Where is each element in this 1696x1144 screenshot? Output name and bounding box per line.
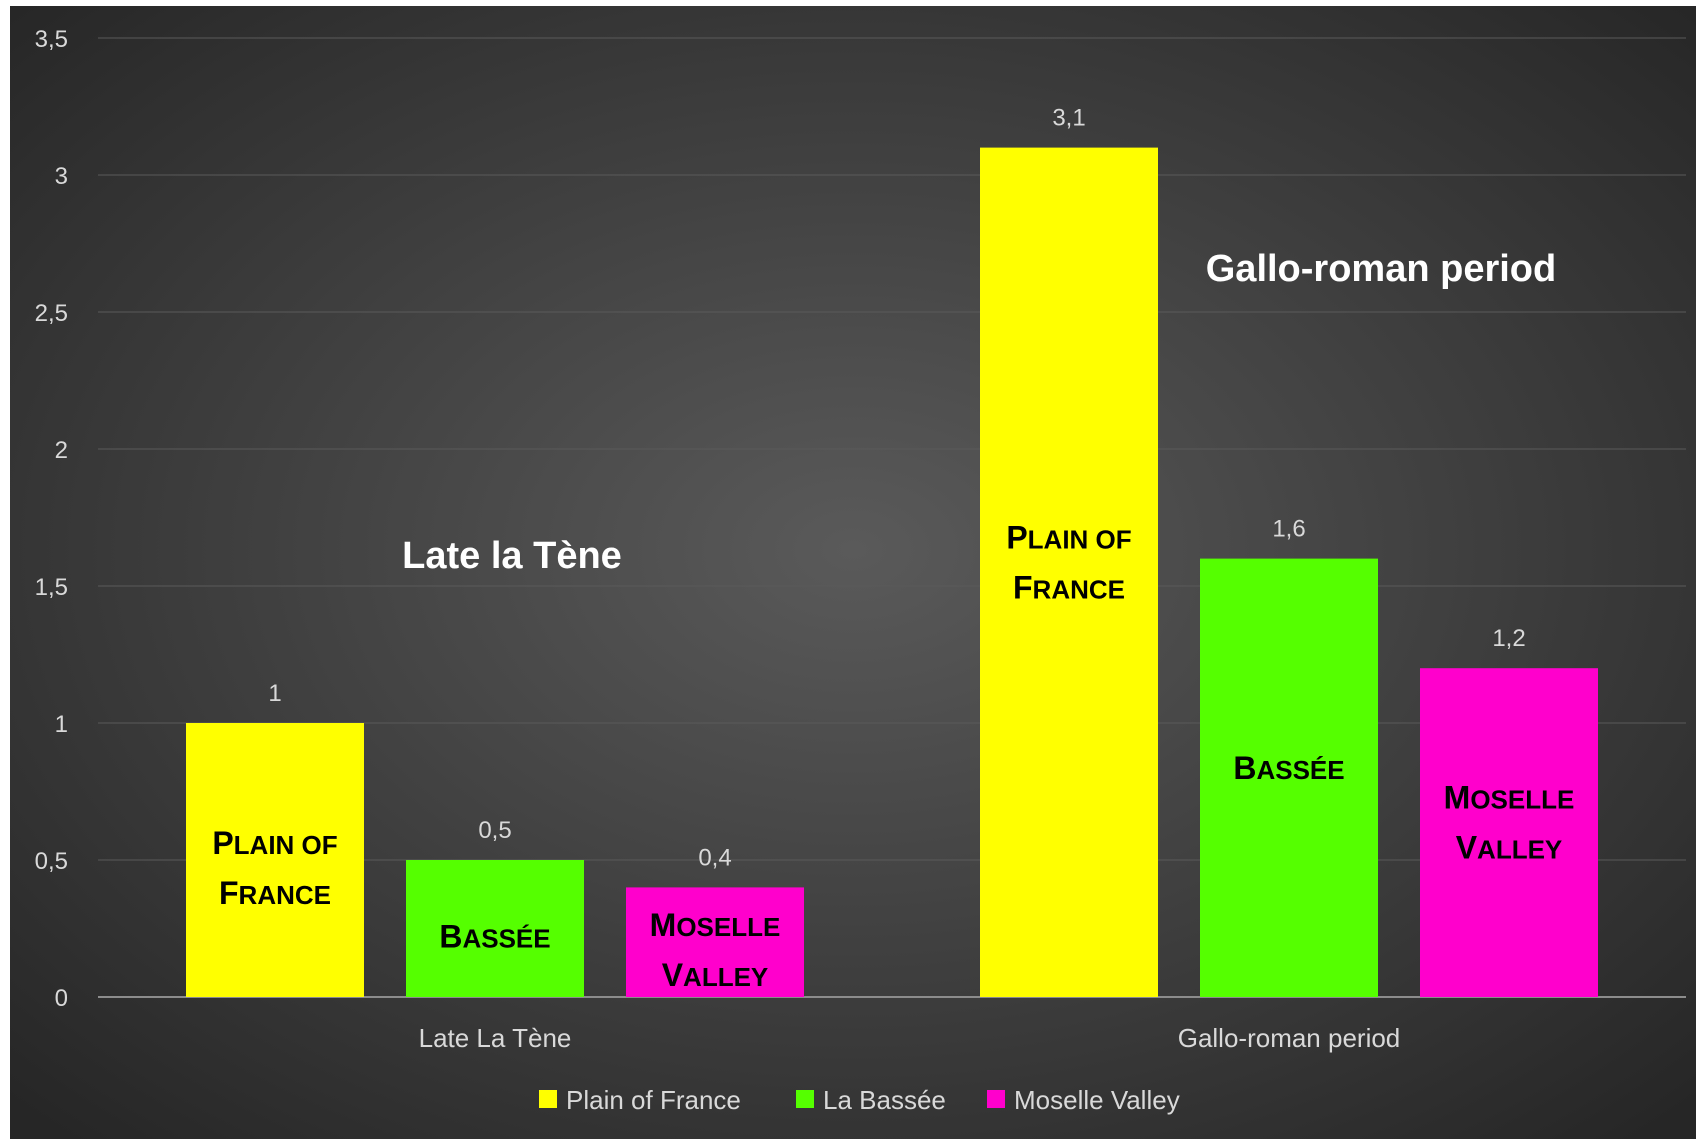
data-label: 0,5	[478, 817, 511, 844]
bar-la-bassee-gallo-roman-period	[1200, 558, 1378, 997]
bar-inline-label: FRANCE	[219, 875, 331, 911]
bar-inline-label-initial: M	[1444, 780, 1471, 816]
y-tick-label: 0	[55, 985, 68, 1012]
bar-inline-label-initial: P	[212, 825, 233, 861]
bar-inline-label-initial: V	[1456, 830, 1478, 866]
bar-inline-label-initial: F	[1013, 569, 1033, 605]
bar-inline-label-rest: LAIN OF	[234, 830, 338, 860]
bar-inline-label-rest: RANCE	[239, 880, 331, 910]
bar-inline-label-rest: OSELLE	[676, 912, 780, 942]
bar-inline-label: PLAIN OF	[212, 825, 337, 861]
legend-label: La Bassée	[823, 1085, 946, 1115]
bar-moselle-valley-gallo-roman-period	[1420, 668, 1598, 997]
bar-inline-label-initial: F	[219, 875, 239, 911]
y-tick-label: 1	[55, 711, 68, 738]
bar-moselle-valley-late-la-tene	[626, 887, 804, 997]
y-tick-label: 2	[55, 437, 68, 464]
bar-inline-label-rest: ALLEY	[683, 962, 768, 992]
group-titles: Late la Tène Gallo-roman period	[402, 248, 1556, 577]
bar-inline-label-initial: M	[650, 907, 677, 943]
legend-label: Moselle Valley	[1014, 1085, 1180, 1115]
data-label: 0,4	[698, 844, 731, 871]
bar-inline-label-rest: LAIN OF	[1028, 524, 1132, 554]
bar-inline-label: VALLEY	[662, 957, 769, 993]
group-title: Gallo-roman period	[1206, 248, 1556, 290]
bar-inline-label-rest: ASSÉE	[462, 924, 550, 954]
bar-inline-label-initial: B	[439, 919, 462, 955]
data-label: 1	[268, 680, 281, 707]
x-category-label: Late La Tène	[419, 1023, 572, 1053]
x-axis: Late La Tène Gallo-roman period	[419, 1023, 1401, 1053]
bar-inline-label: BASSÉE	[439, 919, 550, 955]
legend-swatch-la-bassee	[796, 1090, 814, 1108]
legend-swatch-plain-of-france	[539, 1090, 557, 1108]
data-label: 1,6	[1272, 516, 1305, 543]
y-tick-label: 1,5	[35, 574, 68, 601]
bar-inline-label-rest: ALLEY	[1477, 835, 1562, 865]
bar-inline-label-rest: RANCE	[1033, 574, 1125, 604]
bar-inline-label-rest: OSELLE	[1470, 785, 1574, 815]
legend-label: Plain of France	[566, 1085, 741, 1115]
bar-inline-label-initial: V	[662, 957, 684, 993]
x-category-label: Gallo-roman period	[1178, 1023, 1401, 1053]
bar-inline-label: BASSÉE	[1233, 750, 1344, 786]
bar-inline-label-initial: P	[1006, 519, 1027, 555]
bar-inline-label-initial: B	[1233, 750, 1256, 786]
data-label: 1,2	[1492, 625, 1525, 652]
legend-swatch-moselle-valley	[987, 1090, 1005, 1108]
data-label: 3,1	[1052, 105, 1085, 132]
bar-inline-label: PLAIN OF	[1006, 519, 1131, 555]
bar-plain-of-france-late-la-tene	[186, 723, 364, 997]
y-tick-label: 3,5	[35, 26, 68, 53]
bar-plain-of-france-gallo-roman-period	[980, 147, 1158, 998]
bar-inline-label-rest: ASSÉE	[1256, 755, 1344, 785]
legend: Plain of France La Bassée Moselle Valley	[539, 1085, 1180, 1115]
bar-inline-label: VALLEY	[1456, 830, 1563, 866]
y-tick-label: 3	[55, 163, 68, 190]
bar-inline-label: FRANCE	[1013, 569, 1125, 605]
bar-la-bassee-late-la-tene	[406, 860, 584, 997]
bars	[186, 147, 1598, 998]
y-tick-label: 0,5	[35, 848, 68, 875]
group-title: Late la Tène	[402, 535, 622, 577]
bar-inline-label: MOSELLE	[650, 907, 781, 943]
bar-inline-label: MOSELLE	[1444, 780, 1575, 816]
y-tick-label: 2,5	[35, 300, 68, 327]
